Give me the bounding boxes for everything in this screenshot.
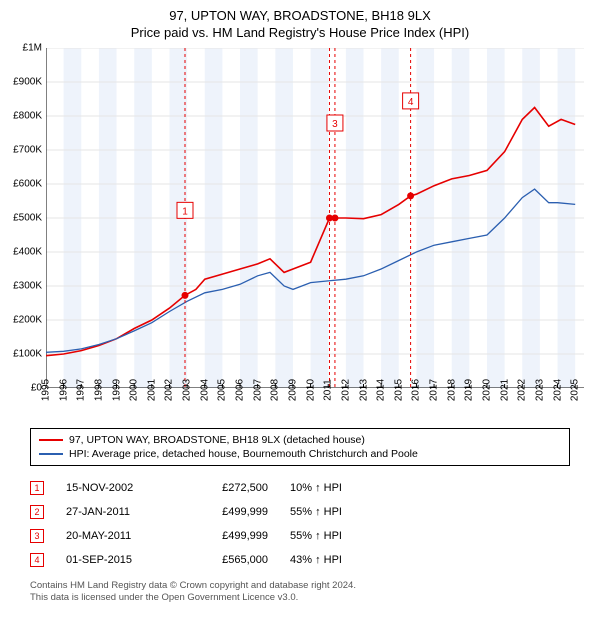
x-tick-label: 2021 [499,379,510,401]
y-tick-label: £900K [4,77,42,88]
x-tick-label: 2007 [252,379,263,401]
sales-row: 1 15-NOV-2002 £272,500 10% ↑ HPI [30,476,570,500]
x-tick-label: 2015 [393,379,404,401]
x-tick-label: 2006 [235,379,246,401]
legend-row-hpi: HPI: Average price, detached house, Bour… [39,447,561,461]
chart-svg: 1 3 4 [46,48,584,388]
x-tick-label: 2020 [481,379,492,401]
x-tick-label: 2022 [517,379,528,401]
sale-date: 27-JAN-2011 [66,506,166,518]
sales-row: 4 01-SEP-2015 £565,000 43% ↑ HPI [30,548,570,572]
x-tick-label: 1998 [93,379,104,401]
title-main: 97, UPTON WAY, BROADSTONE, BH18 9LX [0,8,600,23]
x-tick-label: 2014 [376,379,387,401]
svg-text:4: 4 [408,97,414,108]
y-tick-label: £100K [4,349,42,360]
sale-marker-box: 2 [30,505,44,519]
sale-delta: 43% ↑ HPI [290,554,380,566]
x-tick-label: 2013 [358,379,369,401]
x-tick-label: 1999 [111,379,122,401]
x-tick-label: 2011 [323,379,334,401]
y-tick-label: £200K [4,315,42,326]
y-tick-label: £300K [4,281,42,292]
y-tick-label: £600K [4,179,42,190]
page: 97, UPTON WAY, BROADSTONE, BH18 9LX Pric… [0,0,600,620]
x-tick-label: 2010 [305,379,316,401]
x-tick-label: 2017 [429,379,440,401]
x-axis: 1995199619971998199920002001200220032004… [46,388,584,422]
x-tick-label: 2009 [287,379,298,401]
y-tick-label: £500K [4,213,42,224]
x-tick-label: 2000 [129,379,140,401]
x-tick-label: 2023 [534,379,545,401]
sale-date: 01-SEP-2015 [66,554,166,566]
sale-price: £272,500 [188,482,268,494]
legend-row-property: 97, UPTON WAY, BROADSTONE, BH18 9LX (det… [39,433,561,447]
sale-delta: 10% ↑ HPI [290,482,380,494]
x-tick-label: 2004 [199,379,210,401]
title-sub: Price paid vs. HM Land Registry's House … [0,25,600,40]
legend-label-property: 97, UPTON WAY, BROADSTONE, BH18 9LX (det… [69,434,365,446]
sales-row: 3 20-MAY-2011 £499,999 55% ↑ HPI [30,524,570,548]
x-tick-label: 2025 [570,379,581,401]
sale-delta: 55% ↑ HPI [290,506,380,518]
footer-line1: Contains HM Land Registry data © Crown c… [30,580,570,592]
sale-delta: 55% ↑ HPI [290,530,380,542]
sales-row: 2 27-JAN-2011 £499,999 55% ↑ HPI [30,500,570,524]
y-tick-label: £1M [4,43,42,54]
legend: 97, UPTON WAY, BROADSTONE, BH18 9LX (det… [30,428,570,466]
x-tick-label: 2003 [182,379,193,401]
footer-line2: This data is licensed under the Open Gov… [30,592,570,604]
sale-date: 20-MAY-2011 [66,530,166,542]
x-tick-label: 2024 [552,379,563,401]
footer: Contains HM Land Registry data © Crown c… [30,580,570,605]
sale-price: £499,999 [188,530,268,542]
x-tick-label: 2008 [270,379,281,401]
sale-marker-box: 4 [30,553,44,567]
title-block: 97, UPTON WAY, BROADSTONE, BH18 9LX Pric… [0,0,600,40]
sale-date: 15-NOV-2002 [66,482,166,494]
x-tick-label: 2018 [446,379,457,401]
sales-table: 1 15-NOV-2002 £272,500 10% ↑ HPI 2 27-JAN-201… [30,476,570,572]
chart-area: £0£100K£200K£300K£400K£500K£600K£700K£80… [46,48,584,388]
sale-marker-box: 1 [30,481,44,495]
x-tick-label: 2005 [217,379,228,401]
x-tick-label: 1996 [58,379,69,401]
sale-marker-box: 3 [30,529,44,543]
x-tick-label: 2012 [340,379,351,401]
y-tick-label: £400K [4,247,42,258]
x-tick-label: 2016 [411,379,422,401]
y-tick-label: £0 [4,383,42,394]
sale-price: £565,000 [188,554,268,566]
y-axis: £0£100K£200K£300K£400K£500K£600K£700K£80… [4,48,42,388]
legend-swatch-hpi [39,453,63,455]
x-tick-label: 2001 [146,379,157,401]
svg-text:3: 3 [332,119,338,130]
legend-label-hpi: HPI: Average price, detached house, Bour… [69,448,418,460]
x-tick-label: 2002 [164,379,175,401]
x-tick-label: 1995 [41,379,52,401]
x-tick-label: 2019 [464,379,475,401]
x-tick-label: 1997 [76,379,87,401]
svg-text:1: 1 [182,206,188,217]
y-tick-label: £800K [4,111,42,122]
sale-price: £499,999 [188,506,268,518]
legend-swatch-property [39,439,63,441]
y-tick-label: £700K [4,145,42,156]
